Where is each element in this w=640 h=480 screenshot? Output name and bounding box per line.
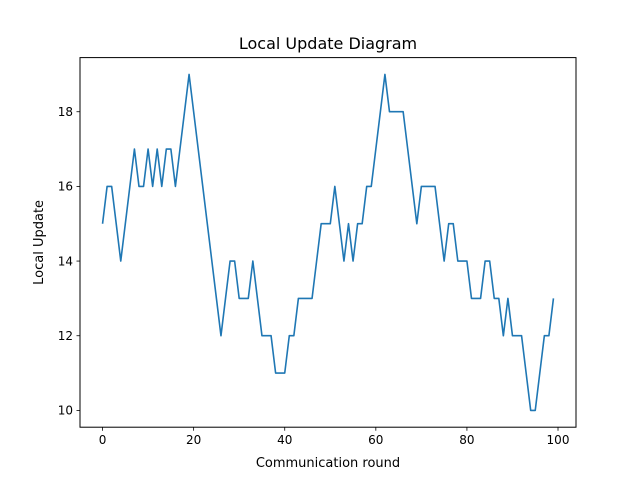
axis-ticks: 0 20 40 60 80 100 10 12 14 16 18 — [58, 105, 570, 447]
x-tick-label: 60 — [368, 433, 383, 447]
x-axis-label: Communication round — [256, 456, 400, 471]
y-tick-label: 10 — [58, 404, 73, 418]
x-tick-label: 0 — [99, 433, 107, 447]
x-tick-label: 20 — [186, 433, 201, 447]
x-tick-label: 40 — [277, 433, 292, 447]
series-line — [101, 73, 555, 412]
y-tick-label: 12 — [58, 329, 73, 343]
y-tick-label: 18 — [58, 105, 73, 119]
x-tick-label: 100 — [547, 433, 570, 447]
y-tick-label: 16 — [58, 180, 73, 194]
chart-title: Local Update Diagram — [239, 34, 417, 53]
axes-frame — [79, 57, 577, 428]
plot-area — [101, 73, 555, 412]
y-tick-label: 14 — [58, 254, 73, 268]
x-tick-label: 80 — [459, 433, 474, 447]
y-axis-label: Local Update — [32, 200, 47, 285]
